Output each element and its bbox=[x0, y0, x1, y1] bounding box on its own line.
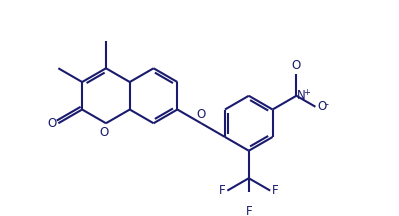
Text: O: O bbox=[317, 100, 326, 113]
Text: F: F bbox=[245, 205, 252, 216]
Text: N: N bbox=[297, 89, 306, 102]
Text: O: O bbox=[292, 59, 301, 72]
Text: +: + bbox=[304, 88, 310, 97]
Text: O: O bbox=[100, 126, 109, 139]
Text: F: F bbox=[219, 184, 225, 197]
Text: -: - bbox=[324, 99, 328, 109]
Text: O: O bbox=[47, 117, 57, 130]
Text: O: O bbox=[197, 108, 206, 121]
Text: F: F bbox=[272, 184, 279, 197]
